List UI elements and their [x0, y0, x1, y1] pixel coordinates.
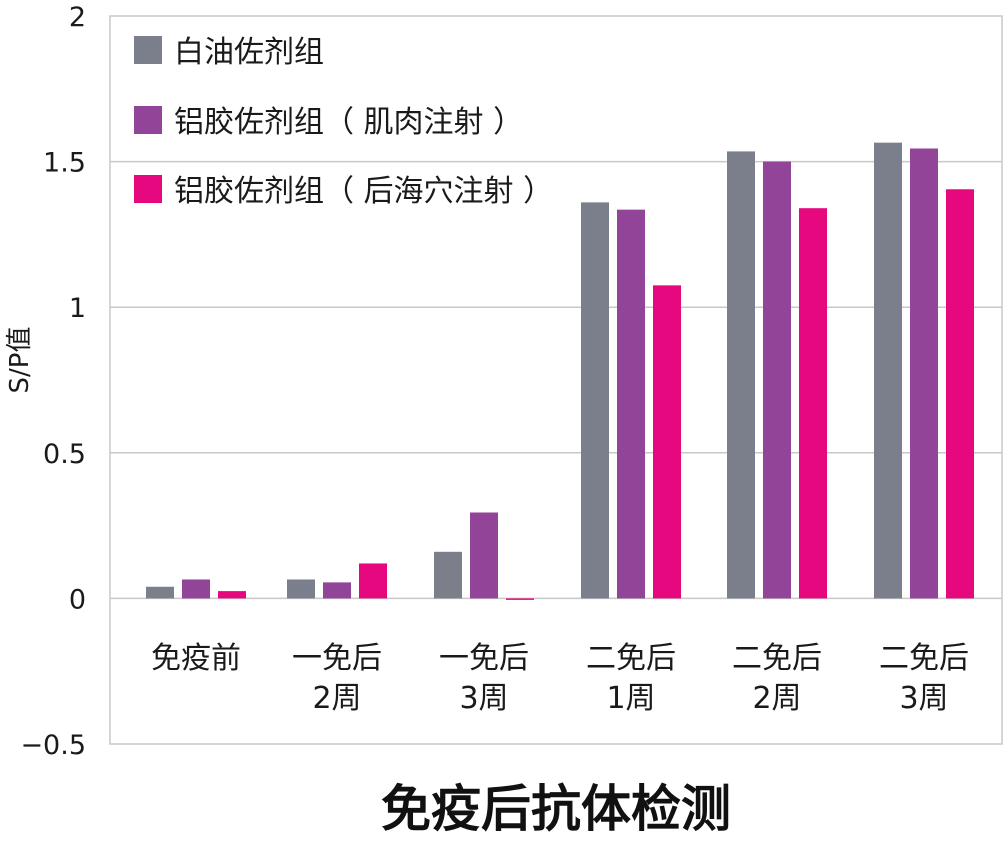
legend-swatch [134, 175, 162, 203]
gridlines [110, 160, 1002, 600]
bar-1-4 [581, 202, 609, 599]
x-category-label: 3周 [459, 681, 508, 716]
legend-label: 铝胶佐剂组（ 后海穴注射 ） [174, 174, 553, 209]
bar-1-6 [874, 142, 902, 599]
bar-2-1 [182, 579, 210, 599]
bar-3-1 [218, 591, 246, 599]
bar-1-2 [287, 579, 315, 599]
y-tick-label: 0.5 [43, 439, 86, 470]
chart-title: 免疫后抗体检测 [381, 780, 731, 838]
bar-3-6 [946, 189, 974, 599]
bar-2-6 [910, 148, 938, 599]
bar-3-4 [653, 285, 681, 599]
x-category-label: 1周 [606, 681, 655, 716]
y-tick-label: 1 [69, 293, 86, 324]
y-tick-label: 1.5 [43, 148, 86, 179]
bar-1-3 [434, 551, 462, 599]
x-category-label: 二免后 [732, 641, 822, 676]
bar-3-5 [799, 208, 827, 599]
bar-3-2 [359, 563, 387, 599]
x-category-label: 二免后 [879, 641, 969, 676]
legend-label: 白油佐剂组 [174, 35, 324, 70]
y-axis-label: S/P值 [5, 327, 35, 394]
x-category-label: 2周 [752, 681, 801, 716]
plot-frame [109, 15, 1003, 745]
x-category-label: 一免后 [439, 641, 529, 676]
bar-2-5 [763, 161, 791, 599]
bars [146, 142, 974, 600]
x-category-label: 3周 [899, 681, 948, 716]
legend-label: 铝胶佐剂组（ 肌肉注射 ） [174, 105, 523, 140]
x-category-label: 免疫前 [151, 641, 241, 676]
bar-1-1 [146, 586, 174, 599]
y-tick-label: −0.5 [20, 730, 86, 761]
x-category-label: 二免后 [586, 641, 676, 676]
bar-2-3 [470, 512, 498, 599]
x-category-label: 2周 [312, 681, 361, 716]
bar-2-2 [323, 582, 351, 599]
x-axis-category-labels: 免疫前 一免后 2周 一免后 3周 二免后 1周 二免后 2周 二免后 3周 [151, 641, 969, 716]
y-tick-label: 0 [69, 584, 86, 615]
legend-swatch [134, 106, 162, 134]
y-axis-ticks: −0.5 0 0.5 1 1.5 2 [20, 2, 86, 761]
bar-2-4 [617, 209, 645, 599]
bar-3-3 [506, 598, 534, 600]
y-tick-label: 2 [69, 2, 86, 33]
bar-1-5 [727, 151, 755, 599]
x-category-label: 一免后 [292, 641, 382, 676]
legend-swatch [134, 36, 162, 64]
